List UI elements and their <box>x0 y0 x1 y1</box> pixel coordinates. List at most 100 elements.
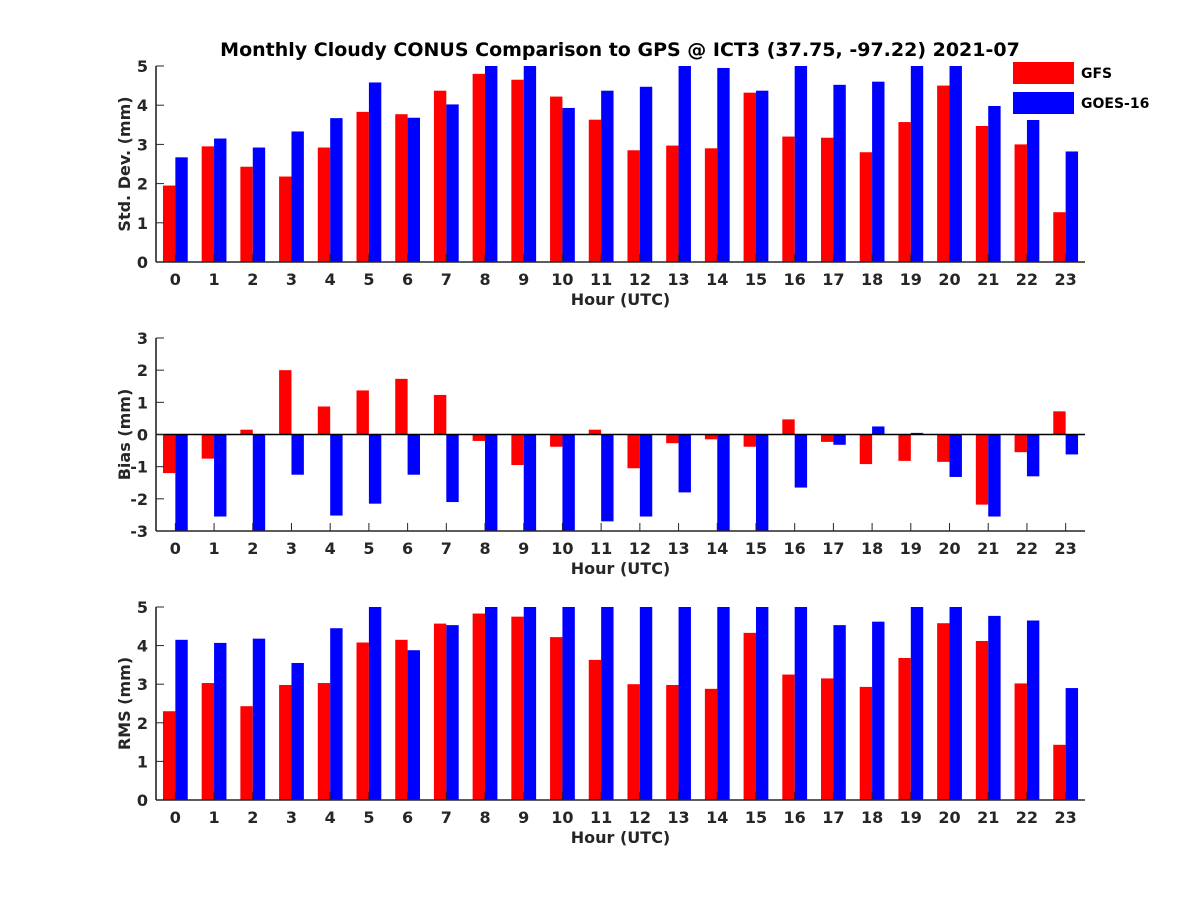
bar-rms-goes-16-hour-12 <box>639 607 653 800</box>
bar-bias-gfs-hour-6 <box>395 378 408 435</box>
bar-bias-gfs-hour-21 <box>975 434 989 505</box>
x-tick-label: 6 <box>402 270 413 289</box>
bar-stddev-gfs-hour-10 <box>550 96 563 262</box>
bar-stddev-goes-16-hour-17 <box>833 84 846 262</box>
x-tick-label: 16 <box>784 808 806 827</box>
bar-bias-goes-16-hour-0 <box>175 434 188 531</box>
x-tick-label: 9 <box>518 808 529 827</box>
bar-bias-goes-16-hour-17 <box>833 434 846 445</box>
legend: GFS GOES-16 <box>1010 57 1149 120</box>
bar-stddev-goes-16-hour-2 <box>252 147 266 262</box>
x-tick-label: 21 <box>977 270 999 289</box>
x-tick-label: 10 <box>551 270 573 289</box>
bar-bias-goes-16-hour-15 <box>755 434 769 531</box>
bar-rms-gfs-hour-4 <box>317 683 331 800</box>
x-tick-label: 2 <box>247 808 258 827</box>
bar-stddev-gfs-hour-18 <box>859 152 873 262</box>
x-tick-label: 14 <box>706 808 728 827</box>
y-tick-label: 2 <box>137 175 148 194</box>
bar-stddev-goes-16-hour-11 <box>601 90 614 262</box>
bar-stddev-gfs-hour-9 <box>511 79 524 262</box>
bar-stddev-goes-16-hour-1 <box>214 138 227 262</box>
y-tick-label: 1 <box>137 214 148 233</box>
bar-bias-goes-16-hour-20 <box>949 434 962 477</box>
bar-stddev-gfs-hour-0 <box>162 185 176 262</box>
bar-rms-gfs-hour-16 <box>782 674 795 800</box>
bar-rms-goes-16-hour-14 <box>717 607 730 800</box>
bar-rms-goes-16-hour-1 <box>214 642 227 800</box>
bar-bias-gfs-hour-1 <box>201 434 215 459</box>
x-tick-label: 9 <box>518 270 529 289</box>
bar-stddev-gfs-hour-7 <box>433 90 447 262</box>
bar-stddev-goes-16-hour-6 <box>407 117 420 263</box>
x-tick-label: 14 <box>706 270 728 289</box>
bar-rms-goes-16-hour-18 <box>872 621 885 800</box>
bar-bias-goes-16-hour-1 <box>214 434 227 517</box>
bar-rms-gfs-hour-8 <box>472 613 486 800</box>
y-tick-label: 0 <box>137 791 148 810</box>
bar-stddev-gfs-hour-17 <box>821 137 834 262</box>
bar-stddev-goes-16-hour-0 <box>175 157 188 262</box>
y-tick-label: -3 <box>130 522 148 541</box>
x-tick-label: 12 <box>629 270 651 289</box>
x-tick-label: 13 <box>667 270 689 289</box>
x-tick-label: 14 <box>706 539 728 558</box>
x-tick-label: 2 <box>247 270 258 289</box>
bar-bias-goes-16-hour-13 <box>678 434 691 493</box>
x-tick-label: 3 <box>286 808 297 827</box>
bar-stddev-goes-16-hour-23 <box>1065 151 1079 262</box>
x-tick-label: 0 <box>170 808 181 827</box>
x-tick-label: 23 <box>1055 808 1077 827</box>
bar-rms-goes-16-hour-4 <box>330 628 343 800</box>
bar-bias-gfs-hour-12 <box>627 434 640 469</box>
x-tick-label: 18 <box>861 539 883 558</box>
bar-rms-gfs-hour-22 <box>1014 683 1027 800</box>
bar-stddev-goes-16-hour-20 <box>949 66 962 262</box>
bar-rms-goes-16-hour-5 <box>368 607 382 800</box>
x-tick-label: 4 <box>325 539 336 558</box>
x-tick-label: 15 <box>745 808 767 827</box>
bar-rms-goes-16-hour-10 <box>562 607 575 800</box>
x-tick-label: 4 <box>325 808 336 827</box>
x-tick-label: 1 <box>208 539 219 558</box>
bar-bias-gfs-hour-14 <box>704 434 718 440</box>
bar-stddev-goes-16-hour-9 <box>523 66 537 262</box>
bar-rms-goes-16-hour-22 <box>1026 620 1040 800</box>
x-tick-label: 7 <box>441 270 452 289</box>
bar-rms-gfs-hour-9 <box>511 616 524 800</box>
bar-rms-gfs-hour-19 <box>898 657 911 800</box>
bar-rms-gfs-hour-10 <box>550 637 563 800</box>
bar-rms-goes-16-hour-11 <box>601 607 614 800</box>
bar-stddev-gfs-hour-5 <box>356 111 369 262</box>
bar-bias-gfs-hour-10 <box>550 434 563 447</box>
bar-stddev-gfs-hour-16 <box>782 136 795 262</box>
x-tick-label: 11 <box>590 539 612 558</box>
bar-bias-gfs-hour-16 <box>782 419 795 435</box>
bar-bias-gfs-hour-7 <box>433 394 447 435</box>
bar-bias-goes-16-hour-18 <box>872 426 885 435</box>
x-tick-label: 13 <box>667 539 689 558</box>
bar-rms-gfs-hour-20 <box>937 623 950 800</box>
bar-bias-gfs-hour-3 <box>279 370 292 435</box>
bar-rms-gfs-hour-18 <box>859 686 873 800</box>
bar-rms-gfs-hour-21 <box>975 640 989 800</box>
bar-rms-goes-16-hour-19 <box>910 607 924 800</box>
x-tick-label: 19 <box>900 539 922 558</box>
bar-bias-gfs-hour-19 <box>898 434 911 461</box>
bar-rms-goes-16-hour-0 <box>175 639 188 800</box>
bar-bias-goes-16-hour-22 <box>1026 434 1040 477</box>
bar-bias-goes-16-hour-16 <box>794 434 808 488</box>
x-tick-label: 8 <box>479 270 490 289</box>
x-tick-label: 21 <box>977 808 999 827</box>
y-tick-label: 3 <box>137 329 148 348</box>
bar-bias-goes-16-hour-12 <box>639 434 653 517</box>
bar-rms-gfs-hour-1 <box>201 683 215 800</box>
bar-bias-gfs-hour-9 <box>511 434 524 466</box>
x-tick-label: 22 <box>1016 808 1038 827</box>
bar-bias-goes-16-hour-3 <box>291 434 304 475</box>
x-tick-label: 17 <box>822 539 844 558</box>
bar-stddev-goes-16-hour-3 <box>291 131 304 262</box>
y-tick-label: 1 <box>137 752 148 771</box>
